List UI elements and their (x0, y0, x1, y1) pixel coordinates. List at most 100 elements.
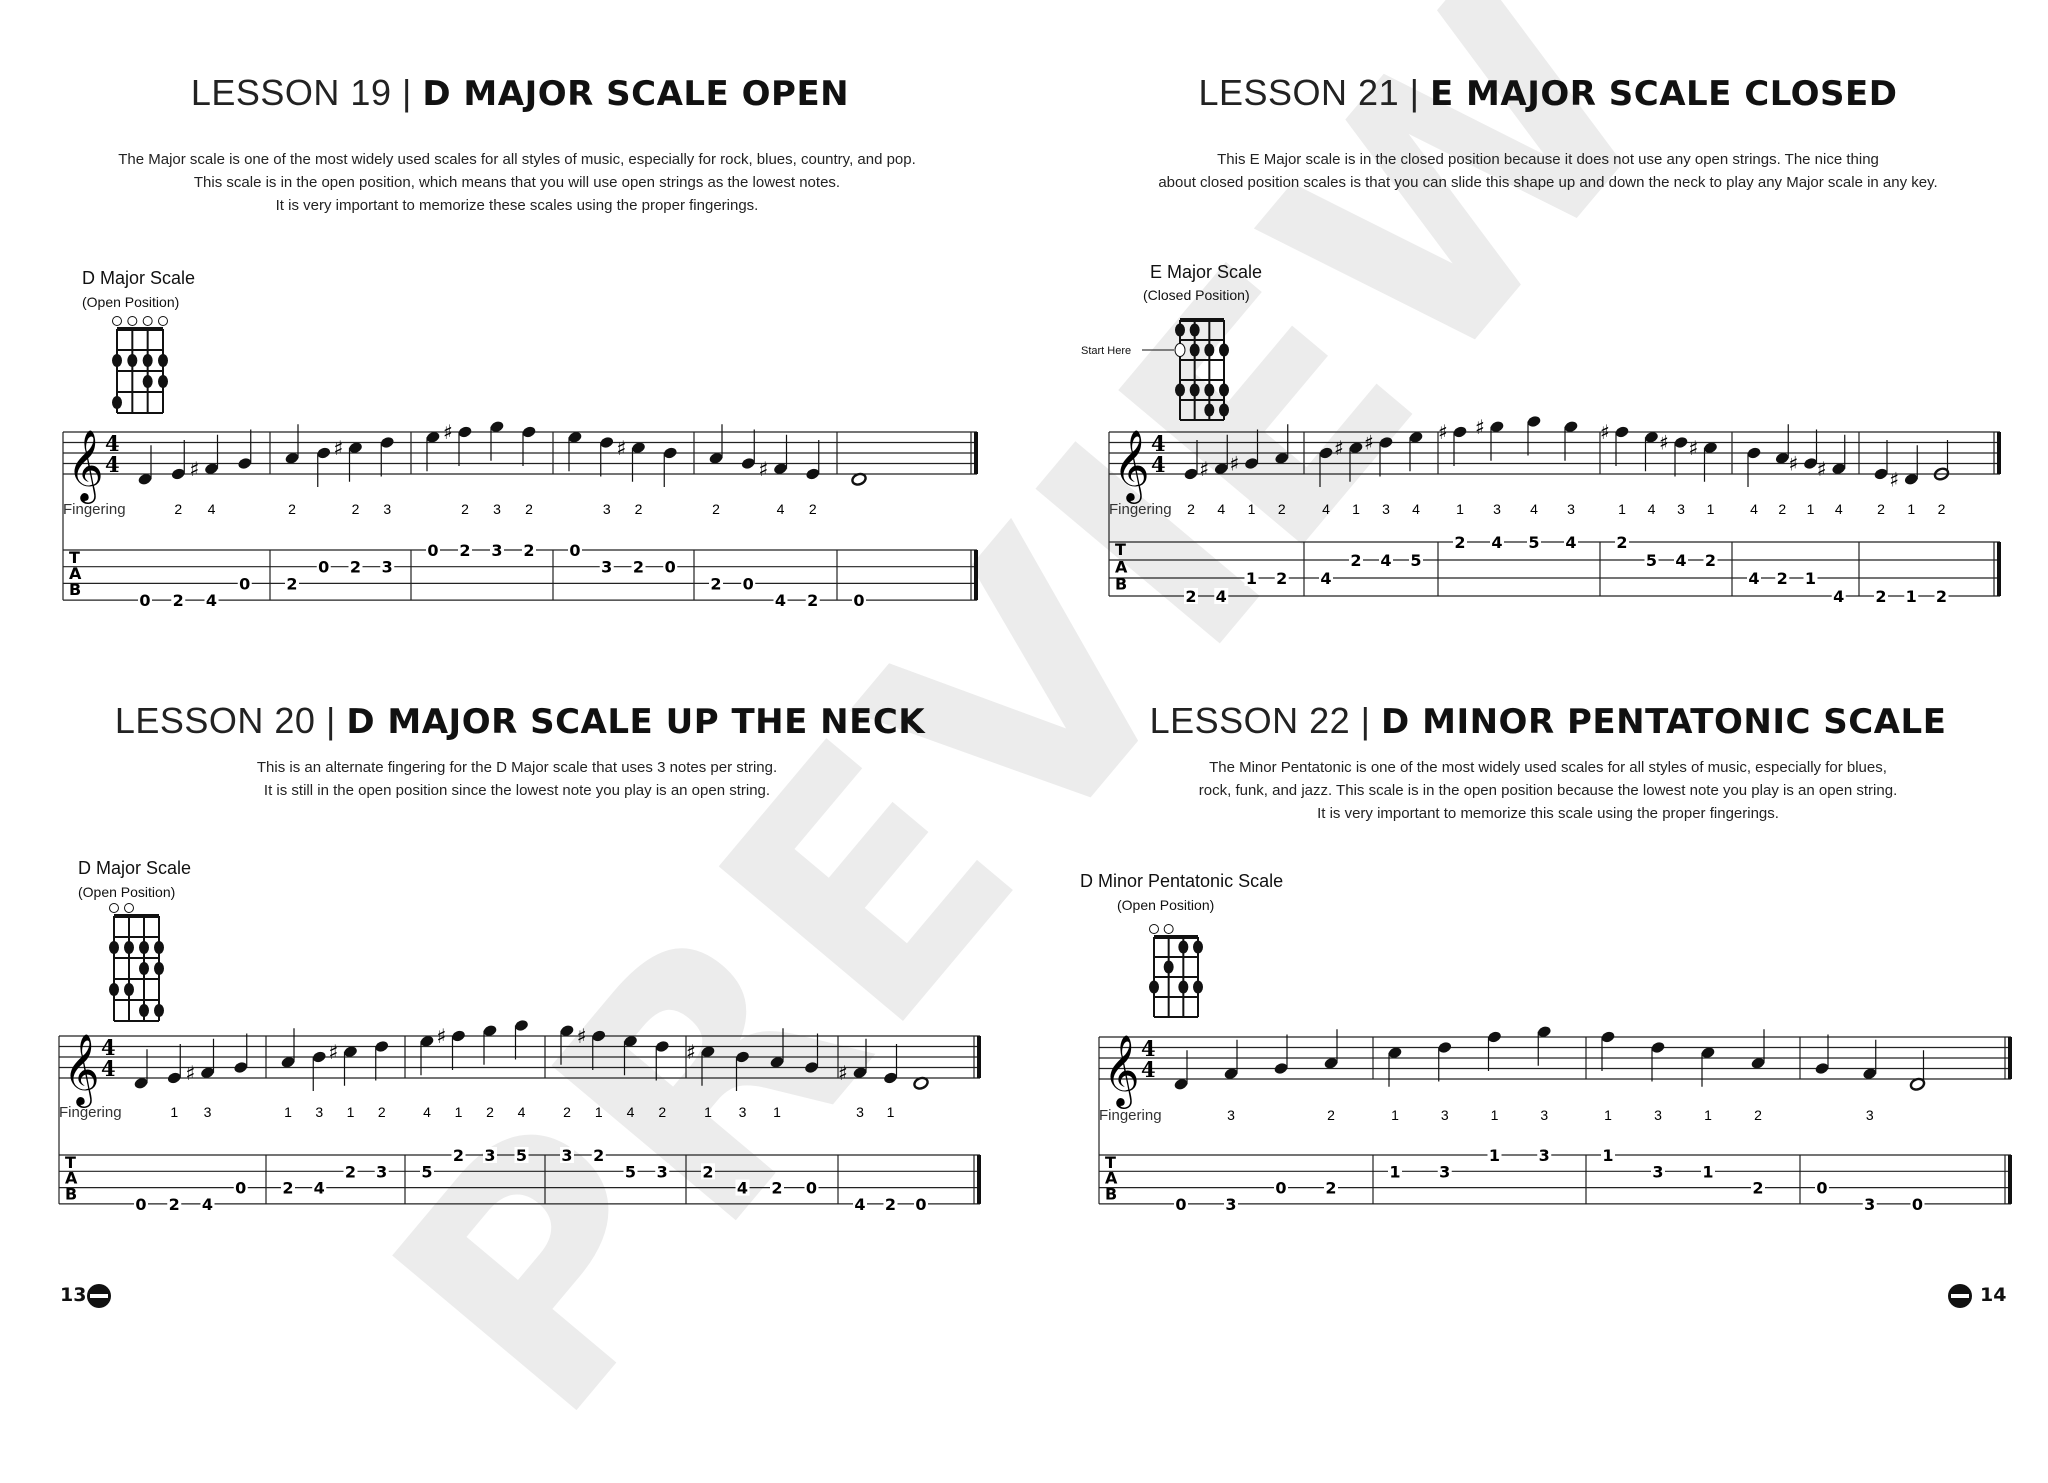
tab-number-background (348, 558, 363, 575)
tab-fret-number: 4 (1380, 551, 1391, 570)
tab-fret-number: 2 (453, 1146, 464, 1165)
tab-number-background (1815, 1179, 1829, 1196)
note (1319, 447, 1333, 487)
note (420, 1036, 434, 1076)
fingering-number: 2 (563, 1104, 571, 1120)
tab-number-background (770, 1179, 784, 1196)
note-head (1701, 1047, 1715, 1058)
note (1564, 421, 1578, 461)
tab-fret-number: 3 (1439, 1162, 1450, 1181)
fretboard-diagram (1149, 924, 1203, 1018)
note (1388, 1047, 1402, 1087)
tab-number-background (914, 1195, 928, 1212)
fingering-number: 1 (1391, 1107, 1399, 1123)
fingering-number: 2 (635, 501, 643, 517)
time-signature-digit: 4 (1151, 452, 1166, 477)
lesson-21-description: This E Major scale is in the closed posi… (1158, 148, 1937, 194)
fingering-number: 3 (856, 1104, 864, 1120)
note-head (515, 1020, 528, 1031)
description-line: This scale is in the open position, whic… (193, 174, 841, 191)
tab-number-background (316, 558, 331, 575)
scale-position: (Open Position) (78, 884, 176, 900)
fingering-number: 1 (1907, 501, 1915, 517)
note-head (522, 426, 536, 438)
note-head (1537, 1026, 1551, 1037)
tab-fret-number: 0 (806, 1179, 817, 1198)
finger-dot-icon (154, 941, 164, 954)
diagram-nut (1154, 935, 1198, 939)
tab-number-background (522, 542, 536, 558)
tab-number-background (233, 1179, 248, 1196)
note-head (1751, 1058, 1765, 1069)
tab-number-background (853, 1195, 867, 1212)
note-head (312, 1051, 326, 1063)
note: ♯ (1659, 431, 1688, 477)
sharp-icon: ♯ (1689, 436, 1699, 460)
tab-number-background (852, 592, 866, 609)
fingering-label: Fingering (1109, 501, 1172, 518)
note: ♯ (329, 1040, 357, 1086)
note: ♯ (443, 420, 472, 466)
note (1527, 416, 1541, 456)
tab-fret-number: 3 (491, 541, 502, 560)
tab-number-background (1831, 588, 1846, 604)
bass-logo-icon (87, 1284, 111, 1308)
tab-fret-number: 3 (657, 1162, 668, 1181)
note (1409, 432, 1423, 472)
note (375, 1041, 389, 1081)
tab-clef-letter: A (1115, 557, 1128, 576)
note (623, 1036, 637, 1076)
note (1701, 1047, 1715, 1087)
tab-number-background (1564, 534, 1578, 550)
note-head (568, 432, 582, 443)
finger-dot-icon (154, 1004, 164, 1017)
tab-number-background (451, 1147, 466, 1163)
note (1909, 1050, 1926, 1091)
finger-dot-icon (1163, 960, 1174, 974)
tab-number-background (281, 1179, 295, 1196)
tab-number-background (483, 1147, 497, 1163)
fingering-number: 1 (1807, 501, 1815, 517)
tab-fret-number: 1 (1702, 1162, 1713, 1181)
note-head (1224, 1068, 1238, 1079)
note-head (1527, 416, 1541, 427)
open-string-icon (142, 316, 153, 326)
note (281, 1028, 295, 1068)
tab-fret-number: 4 (1320, 569, 1331, 588)
fingering-number: 1 (284, 1104, 292, 1120)
finger-dot-icon (158, 375, 168, 388)
final-barline-thick (2008, 1155, 2012, 1204)
note: ♯ (1230, 429, 1259, 476)
tab-number-background (1862, 1195, 1877, 1212)
finger-dot-icon (1193, 980, 1203, 994)
fingering-number: 1 (347, 1104, 355, 1120)
tab-fret-number: 0 (135, 1195, 146, 1214)
sharp-icon: ♯ (759, 457, 769, 481)
tab-fret-number: 2 (1454, 533, 1465, 552)
fingering-number: 1 (1604, 1107, 1612, 1123)
note (770, 1028, 784, 1068)
fingering-number: 2 (1754, 1107, 1762, 1123)
note (1438, 1042, 1452, 1082)
fingering-number: 1 (1248, 501, 1256, 517)
note (913, 1076, 929, 1090)
note (1775, 424, 1789, 464)
description-line: This E Major scale is in the closed posi… (1217, 151, 1879, 168)
sharp-icon: ♯ (686, 1040, 696, 1064)
tab-number-background (200, 1195, 215, 1212)
tab-fret-number: 0 (743, 574, 754, 593)
note: ♯ (1600, 420, 1629, 466)
note-head (234, 1062, 248, 1073)
tab-number-background (343, 1163, 358, 1180)
note-head (1564, 421, 1578, 432)
tab-clef-letter: T (65, 1153, 76, 1172)
lesson-name: D MINOR PENTATONIC SCALE (1381, 702, 1947, 742)
finger-dot-icon (1219, 343, 1229, 357)
tab-number-background (1214, 588, 1229, 604)
tab-fret-number: 0 (318, 558, 329, 577)
fingering-number: 3 (1567, 501, 1575, 517)
open-string-icon (158, 316, 168, 326)
scale-position: (Closed Position) (1143, 287, 1250, 303)
description-line: rock, funk, and jazz. This scale is in t… (1198, 782, 1898, 799)
